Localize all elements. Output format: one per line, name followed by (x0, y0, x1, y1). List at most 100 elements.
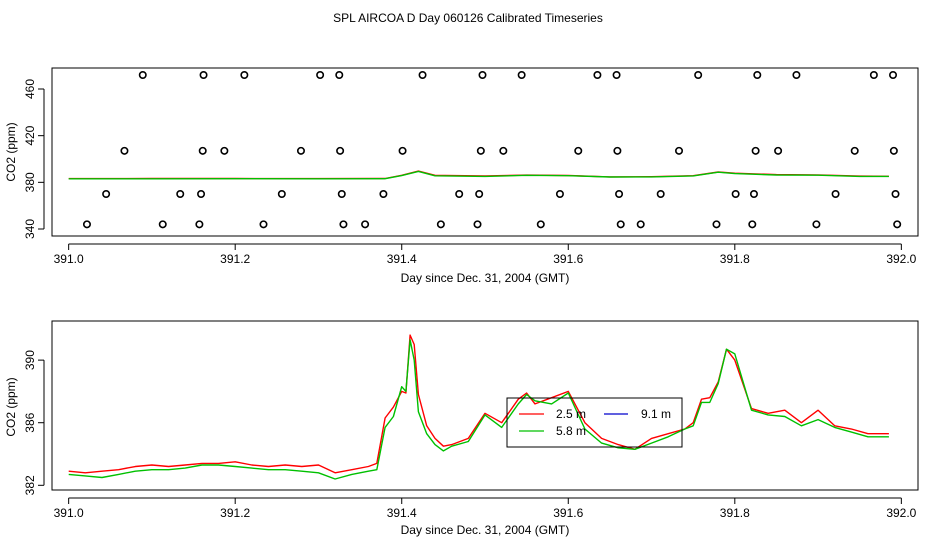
bottom-x-axis-label: Day since Dec. 31, 2004 (GMT) (401, 523, 570, 537)
top-series-line-5-8-m (68, 170, 889, 180)
scatter-point (536, 220, 545, 229)
scatter-point (656, 190, 665, 199)
scatter-point (259, 220, 268, 229)
scatter-point (675, 146, 684, 155)
top-y-axis: 340 380 420 460 (23, 79, 45, 239)
scatter-point (612, 71, 621, 80)
figure-title: SPL AIRCOA D Day 060126 Calibrated Times… (333, 11, 603, 25)
bottom-y-tick-label: 390 (23, 350, 37, 370)
scatter-point (792, 71, 801, 80)
top-y-tick-label: 420 (23, 125, 37, 145)
scatter-point (774, 146, 783, 155)
scatter-point (82, 220, 91, 229)
bottom-x-tick-label: 391.0 (54, 506, 84, 520)
scatter-point (593, 71, 602, 80)
scatter-point (731, 190, 740, 199)
scatter-point (102, 190, 111, 199)
scatter-point (893, 220, 902, 229)
top-y-tick-label: 380 (23, 172, 37, 192)
scatter-point (694, 71, 703, 80)
scatter-point (712, 220, 721, 229)
scatter-point (889, 146, 898, 155)
legend-label-9-1m: 9.1 m (641, 407, 671, 421)
scatter-point (473, 220, 482, 229)
bottom-y-axis-label: CO2 (ppm) (4, 377, 18, 436)
top-x-axis-label: Day since Dec. 31, 2004 (GMT) (401, 271, 570, 285)
scatter-point (574, 146, 583, 155)
scatter-point (277, 190, 286, 199)
scatter-point (478, 71, 487, 80)
scatter-point (337, 190, 346, 199)
scatter-point (753, 71, 762, 80)
scatter-point (831, 190, 840, 199)
scatter-point (398, 146, 407, 155)
scatter-point (120, 146, 129, 155)
scatter-point (379, 190, 388, 199)
legend-label-5-8m: 5.8 m (556, 424, 586, 438)
top-x-tick-label: 391.8 (720, 252, 750, 266)
top-y-tick-label: 340 (23, 219, 37, 239)
scatter-point (748, 220, 757, 229)
scatter-point (455, 190, 464, 199)
bottom-x-tick-label: 391.4 (387, 506, 417, 520)
top-x-axis: 391.0 391.2 391.4 391.6 391.8 392.0 (54, 243, 917, 266)
top-series-lines (68, 170, 889, 180)
bottom-x-tick-label: 392.0 (886, 506, 916, 520)
bottom-series-line-5-8-m (68, 339, 889, 480)
scatter-point (138, 71, 147, 80)
scatter-point (749, 190, 758, 199)
scatter-point (220, 146, 229, 155)
bottom-x-tick-label: 391.8 (720, 506, 750, 520)
scatter-point (361, 220, 370, 229)
bottom-panel: 391.0 391.2 391.4 391.6 391.8 392.0 382 386 390… (4, 320, 919, 537)
legend-box (506, 397, 683, 448)
bottom-x-axis: 391.0 391.2 391.4 391.6 391.8 392.0 (54, 497, 917, 520)
scatter-point (198, 146, 207, 155)
scatter-point (316, 71, 325, 80)
scatter-point (615, 190, 624, 199)
scatter-point (339, 220, 348, 229)
bottom-y-axis: 382 386 390 (23, 350, 45, 495)
scatter-point (751, 146, 760, 155)
scatter-point (850, 146, 859, 155)
scatter-point (436, 220, 445, 229)
top-panel: 391.0 391.2 391.4 391.6 391.8 392.0 340 380 420… (4, 67, 919, 285)
bottom-x-tick-label: 391.2 (220, 506, 250, 520)
scatter-point (335, 71, 344, 80)
top-plot-frame (51, 67, 919, 237)
bottom-x-tick-label: 391.6 (553, 506, 583, 520)
bottom-series-line-2-5-m (68, 334, 889, 474)
top-x-tick-label: 392.0 (886, 252, 916, 266)
top-x-tick-label: 391.2 (220, 252, 250, 266)
top-x-tick-label: 391.6 (553, 252, 583, 266)
bottom-series-lines (68, 334, 889, 480)
scatter-point (176, 190, 185, 199)
scatter-point (636, 220, 645, 229)
scatter-point (891, 190, 900, 199)
scatter-point (613, 146, 622, 155)
scatter-point (616, 220, 625, 229)
scatter-point (517, 71, 526, 80)
scatter-point (240, 71, 249, 80)
scatter-point (475, 190, 484, 199)
bottom-y-tick-label: 382 (23, 475, 37, 495)
scatter-point (555, 190, 564, 199)
scatter-point (197, 190, 206, 199)
scatter-point (418, 71, 427, 80)
scatter-point (476, 146, 485, 155)
scatter-point (296, 146, 305, 155)
scatter-point (158, 220, 167, 229)
top-y-axis-label: CO2 (ppm) (4, 122, 18, 181)
bottom-y-tick-label: 386 (23, 412, 37, 432)
scatter-point (499, 146, 508, 155)
legend: 2.5 m 5.8 m 9.1 m (506, 397, 683, 448)
scatter-point (199, 71, 208, 80)
scatter-point (195, 220, 204, 229)
scatter-point (889, 71, 898, 80)
scatter-point (869, 71, 878, 80)
scatter-point (812, 220, 821, 229)
top-y-tick-label: 460 (23, 79, 37, 99)
scatter-point (336, 146, 345, 155)
top-x-tick-label: 391.4 (387, 252, 417, 266)
